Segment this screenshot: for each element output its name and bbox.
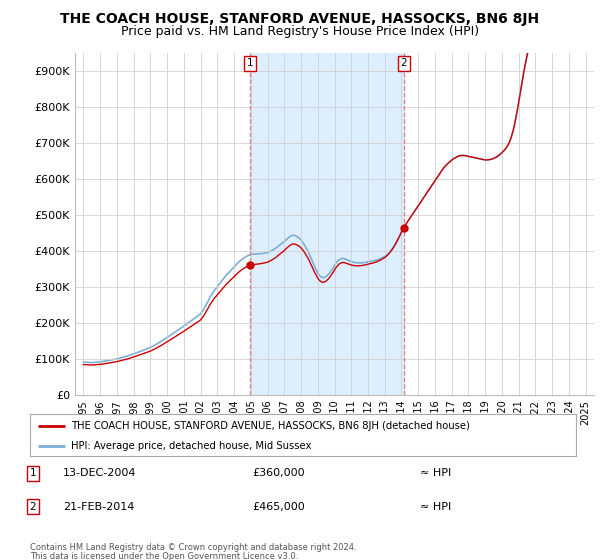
Text: Contains HM Land Registry data © Crown copyright and database right 2024.: Contains HM Land Registry data © Crown c… [30, 543, 356, 552]
Text: 1: 1 [29, 468, 37, 478]
Text: £360,000: £360,000 [252, 468, 305, 478]
Text: 2: 2 [29, 502, 37, 512]
Text: This data is licensed under the Open Government Licence v3.0.: This data is licensed under the Open Gov… [30, 552, 298, 560]
Text: 13-DEC-2004: 13-DEC-2004 [63, 468, 137, 478]
Bar [250, 53, 404, 395]
Text: HPI: Average price, detached house, Mid Sussex: HPI: Average price, detached house, Mid … [71, 441, 311, 451]
Text: £465,000: £465,000 [252, 502, 305, 512]
Text: 21-FEB-2014: 21-FEB-2014 [63, 502, 134, 512]
Text: Price paid vs. HM Land Registry's House Price Index (HPI): Price paid vs. HM Land Registry's House … [121, 25, 479, 38]
Text: ≈ HPI: ≈ HPI [420, 502, 451, 512]
Text: THE COACH HOUSE, STANFORD AVENUE, HASSOCKS, BN6 8JH (detached house): THE COACH HOUSE, STANFORD AVENUE, HASSOC… [71, 421, 470, 431]
Text: 2: 2 [400, 58, 407, 68]
Text: 1: 1 [247, 58, 253, 68]
Text: THE COACH HOUSE, STANFORD AVENUE, HASSOCKS, BN6 8JH: THE COACH HOUSE, STANFORD AVENUE, HASSOC… [61, 12, 539, 26]
Text: ≈ HPI: ≈ HPI [420, 468, 451, 478]
